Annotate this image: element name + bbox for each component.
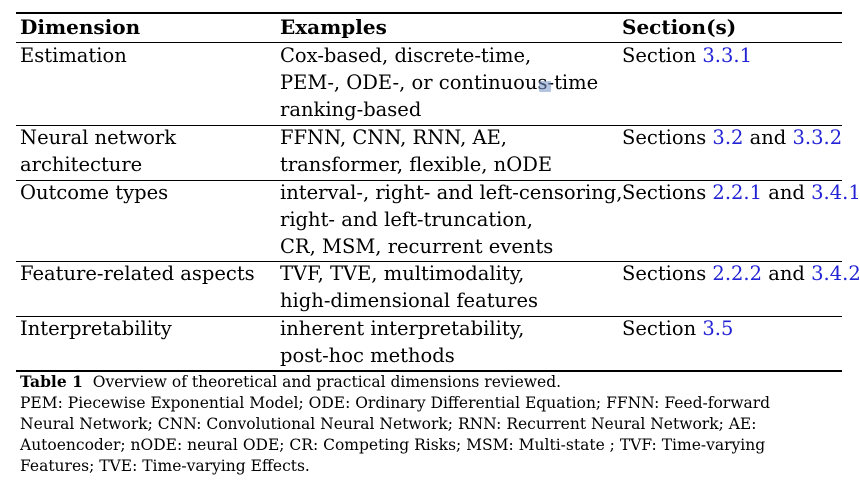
row-estimation-dimension: Estimation <box>20 42 127 69</box>
example-line: PEM-, ODE-, or continuous-time <box>280 71 599 94</box>
section-link[interactable]: 2.2.1 <box>712 181 763 204</box>
top-rule <box>16 12 842 14</box>
text-cursor-marker <box>539 81 551 92</box>
example-line: CR, MSM, recurrent events <box>280 235 554 258</box>
caption-line: Autoencoder; nODE: neural ODE; CR: Compe… <box>20 436 766 454</box>
row-architecture-sections: Sections 3.2 and 3.3.2 <box>622 124 842 151</box>
row-outcome-sections: Sections 2.2.1 and 3.4.1 <box>622 179 860 206</box>
table-caption: Table 1 Overview of theoretical and prac… <box>20 371 850 477</box>
example-line: right- and left-truncation, <box>280 208 533 231</box>
row-estimation-sections: Section 3.3.1 <box>622 42 752 69</box>
row-rule <box>16 180 842 181</box>
section-link[interactable]: 3.5 <box>702 317 734 340</box>
row-architecture-examples: FFNN, CNN, RNN, AE, transformer, flexibl… <box>280 124 552 178</box>
caption-label: Table 1 <box>20 372 83 391</box>
row-rule <box>16 261 842 262</box>
row-features-dimension: Feature-related aspects <box>20 260 255 287</box>
row-outcome-examples: interval-, right- and left-censoring, ri… <box>280 179 622 260</box>
example-line: interval-, right- and left-censoring, <box>280 181 623 204</box>
section-link[interactable]: 3.3.1 <box>702 44 753 67</box>
example-line: post-hoc methods <box>280 344 455 367</box>
example-line: transformer, flexible, nODE <box>280 153 553 176</box>
example-line: Cox-based, discrete-time, <box>280 44 532 67</box>
header-rule <box>16 42 842 43</box>
section-prefix: Sections <box>622 262 713 285</box>
example-line: FFNN, CNN, RNN, AE, <box>280 126 508 149</box>
row-interpretability-dimension: Interpretability <box>20 315 172 342</box>
dimension-text: architecture <box>20 153 143 176</box>
dimension-text: Outcome types <box>20 181 169 204</box>
caption-title: Overview of theoretical and practical di… <box>92 373 562 391</box>
example-line: high-dimensional features <box>280 289 538 312</box>
section-joiner: and <box>762 262 812 285</box>
dimension-text: Estimation <box>20 44 127 67</box>
caption-line: Features; TVE: Time-varying Effects. <box>20 457 310 475</box>
section-prefix: Section <box>622 317 703 340</box>
row-estimation-examples: Cox-based, discrete-time, PEM-, ODE-, or… <box>280 42 598 123</box>
example-line: TVF, TVE, multimodality, <box>280 262 525 285</box>
row-features-examples: TVF, TVE, multimodality, high-dimensiona… <box>280 260 538 314</box>
header-dimension: Dimension <box>20 15 141 39</box>
section-joiner: and <box>743 126 793 149</box>
row-interpretability-examples: inherent interpretability, post-hoc meth… <box>280 315 524 369</box>
section-link[interactable]: 3.4.2 <box>811 262 860 285</box>
row-outcome-dimension: Outcome types <box>20 179 168 206</box>
header-sections: Section(s) <box>622 15 737 39</box>
caption-title-line: Table 1 Overview of theoretical and prac… <box>20 371 850 393</box>
caption-line: Neural Network; CNN: Convolutional Neura… <box>20 415 757 433</box>
section-prefix: Sections <box>622 126 713 149</box>
section-joiner: and <box>762 181 812 204</box>
row-rule <box>16 125 842 126</box>
section-prefix: Sections <box>622 181 713 204</box>
section-link[interactable]: 3.4.1 <box>811 181 860 204</box>
section-link[interactable]: 2.2.2 <box>712 262 763 285</box>
section-link[interactable]: 3.3.2 <box>792 126 843 149</box>
row-features-sections: Sections 2.2.2 and 3.4.2 <box>622 260 860 287</box>
dimension-text: Interpretability <box>20 317 172 340</box>
row-interpretability-sections: Section 3.5 <box>622 315 733 342</box>
header-examples: Examples <box>280 15 387 39</box>
section-link[interactable]: 3.2 <box>712 126 744 149</box>
section-prefix: Section <box>622 44 703 67</box>
dimension-text: Neural network <box>20 126 177 149</box>
example-line: ranking-based <box>280 98 422 121</box>
row-architecture-dimension: Neural network architecture <box>20 124 176 178</box>
dimension-text: Feature-related aspects <box>20 262 255 285</box>
example-line: inherent interpretability, <box>280 317 525 340</box>
row-rule <box>16 316 842 317</box>
bottom-rule <box>16 370 842 372</box>
caption-line: PEM: Piecewise Exponential Model; ODE: O… <box>20 394 771 412</box>
